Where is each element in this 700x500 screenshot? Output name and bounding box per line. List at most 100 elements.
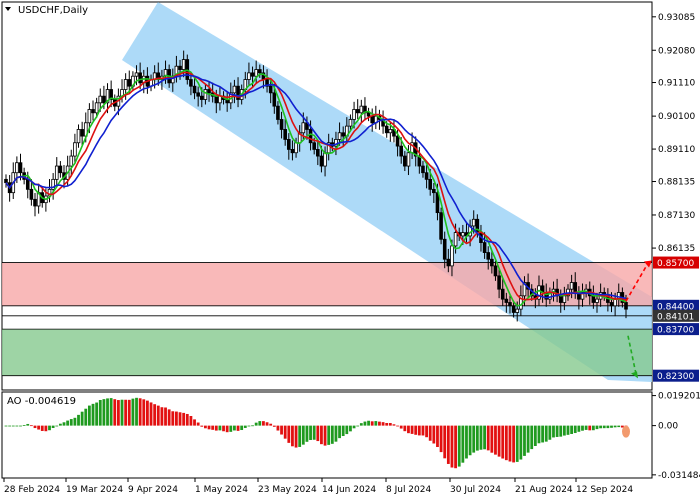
support-zone: [2, 329, 652, 376]
ao-bar: [479, 425, 483, 450]
ao-bar: [468, 425, 472, 456]
ao-bar: [465, 425, 468, 459]
ao-bar: [436, 425, 439, 448]
candle-body: [352, 109, 356, 120]
ao-bar: [454, 425, 457, 469]
ao-bar: [617, 425, 621, 428]
ao-bar: [309, 425, 312, 440]
candle-body: [203, 89, 208, 100]
candle-body: [439, 212, 443, 240]
ao-bar: [225, 425, 229, 433]
ao-bar: [352, 425, 356, 429]
ao-bar: [323, 425, 327, 446]
price-tick-label: 0.88135: [658, 178, 695, 188]
ao-bar: [131, 398, 135, 426]
ao-bar: [316, 425, 320, 442]
ao-bar: [595, 425, 599, 430]
candle-body: [196, 92, 200, 97]
candle-body: [395, 135, 400, 147]
candle: [508, 293, 512, 314]
time-tick-label: 9 Apr 2024: [128, 485, 178, 495]
ao-bar: [301, 425, 305, 445]
ao-bar: [80, 411, 84, 426]
ao-bar: [374, 421, 378, 426]
ma-line-13: [5, 74, 627, 300]
candle: [73, 133, 77, 164]
candle-body: [127, 79, 132, 87]
ao-bar: [211, 425, 215, 430]
price-tick-label: 0.93085: [658, 13, 695, 23]
candle: [69, 149, 74, 177]
ao-bar: [120, 399, 124, 426]
ao-bar: [91, 403, 95, 426]
candle: [287, 133, 291, 160]
ao-bar: [77, 414, 80, 426]
ao-bar: [475, 425, 479, 451]
candle-body: [497, 275, 501, 290]
ao-bar: [19, 425, 22, 427]
ao-bar: [399, 425, 403, 429]
ao-bar: [541, 425, 545, 443]
time-tick-label: 23 May 2024: [258, 485, 317, 495]
ao-bar: [367, 420, 370, 426]
candle-body: [334, 139, 338, 147]
candle: [348, 114, 353, 132]
candle-body: [109, 89, 113, 100]
time-tick-label: 14 Jun 2024: [322, 485, 376, 495]
candle-body: [276, 105, 280, 120]
candle: [497, 268, 501, 299]
candle: [490, 250, 494, 274]
ao-bar: [218, 425, 222, 431]
candle-body: [272, 92, 277, 107]
candle-body: [69, 155, 74, 167]
time-tick-label: 21 Aug 2024: [515, 485, 573, 495]
candle-body: [490, 258, 494, 267]
price-tick-label: 0.90100: [658, 112, 695, 122]
candle-body: [453, 232, 458, 247]
ao-bar: [584, 425, 588, 430]
candle: [424, 165, 429, 189]
ao-bar: [294, 425, 298, 448]
ao-bar: [537, 425, 541, 444]
ao-bar: [573, 425, 577, 434]
ao-bar: [450, 425, 454, 468]
ao-bar: [236, 425, 240, 431]
candle-body: [138, 72, 142, 84]
candle-body: [15, 162, 19, 174]
candle: [54, 157, 59, 188]
ao-bar: [272, 425, 276, 427]
time-tick-label: 30 Jul 2024: [450, 485, 501, 495]
candle-body: [214, 95, 219, 104]
ao-bar: [530, 425, 534, 450]
candle-body: [181, 59, 186, 70]
ao-bar: [265, 422, 269, 426]
candle-body: [388, 129, 393, 134]
level-tag: [653, 299, 699, 312]
candle-body: [102, 95, 106, 104]
candle-body: [432, 188, 436, 194]
ao-bar: [519, 425, 523, 460]
candle-body: [312, 142, 316, 150]
ao-bar: [37, 425, 41, 430]
ao-bar: [432, 425, 436, 444]
ao-tick-label: 0.019201: [658, 392, 700, 402]
candle: [196, 86, 200, 107]
ao-bar: [291, 425, 294, 447]
ao-bar: [138, 398, 142, 426]
ao-bar: [251, 425, 254, 427]
candle: [442, 231, 447, 269]
ao-bar: [392, 424, 396, 426]
candle-body: [446, 258, 451, 267]
arrow-up-head: [644, 260, 652, 268]
ao-bar: [247, 425, 251, 427]
ao-bar: [40, 425, 44, 431]
price-tick-label: 0.86135: [658, 244, 695, 254]
ao-bar: [620, 425, 624, 428]
candle: [624, 294, 628, 319]
candle: [109, 80, 113, 108]
collapse-triangle-icon[interactable]: [5, 7, 11, 11]
ao-histogram: [4, 397, 630, 469]
level-tag-label: 0.82300: [657, 372, 694, 382]
ao-bar: [287, 425, 291, 443]
ao-bar: [356, 425, 360, 427]
